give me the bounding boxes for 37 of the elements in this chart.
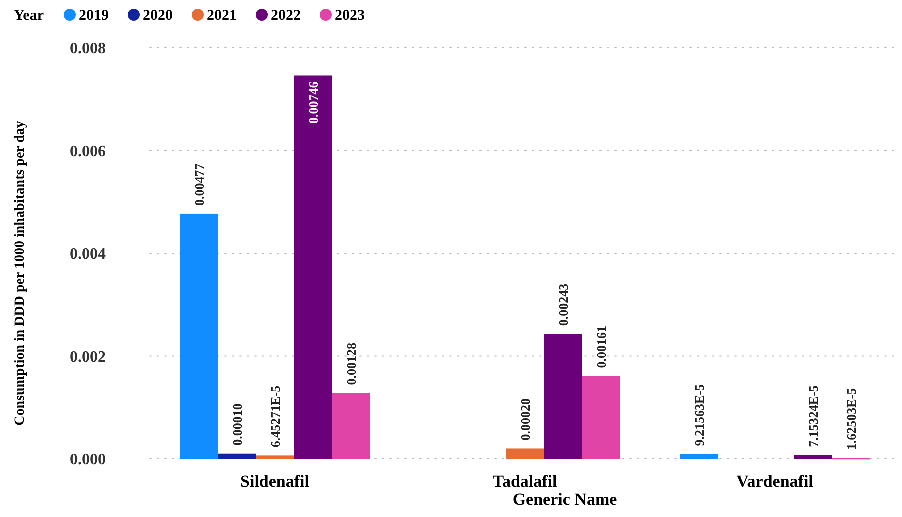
data-label: 0.00477 [192, 163, 207, 206]
data-label: 0.00161 [594, 326, 609, 368]
y-tick-label: 0.000 [70, 452, 106, 469]
y-tick-label: 0.008 [70, 40, 106, 58]
bar [506, 448, 544, 459]
bar [794, 455, 832, 459]
legend-title: Year [14, 8, 44, 24]
bar [544, 334, 582, 459]
bar [332, 393, 370, 459]
data-label: 0.00128 [344, 342, 359, 386]
bar [218, 454, 256, 459]
data-label: 9.21563E-5 [692, 384, 707, 446]
bar [680, 454, 718, 459]
legend-label: 2019 [79, 8, 109, 24]
x-tick-label: Sildenafil [240, 472, 310, 491]
bar [582, 376, 620, 459]
bar [294, 76, 332, 459]
x-tick-label: Vardenafil [736, 472, 814, 491]
legend-label: 2020 [143, 8, 173, 24]
bar [256, 456, 294, 459]
data-label: 0.00010 [230, 404, 245, 446]
data-label: 1.62503E-5 [844, 388, 859, 450]
y-tick-label: 0.006 [70, 143, 106, 160]
y-tick-label: 0.004 [70, 246, 106, 264]
legend-label: 2023 [335, 8, 365, 24]
x-tick-label: Tadalafil [492, 472, 558, 491]
legend-label: 2021 [207, 8, 237, 24]
bar [180, 214, 218, 459]
y-axis-title: Consumption in DDD per 1000 inhabitants per day [13, 121, 28, 426]
data-label: 0.00746 [306, 81, 321, 124]
legend-label: 2022 [271, 8, 301, 24]
data-label: 7.15324E-5 [806, 385, 821, 448]
data-label: 0.00243 [556, 283, 571, 326]
data-label: 0.00020 [518, 398, 533, 441]
data-label: 6.45271E-5 [268, 385, 283, 448]
x-axis-title: Generic Name [512, 490, 618, 509]
y-tick-label: 0.002 [70, 348, 106, 366]
